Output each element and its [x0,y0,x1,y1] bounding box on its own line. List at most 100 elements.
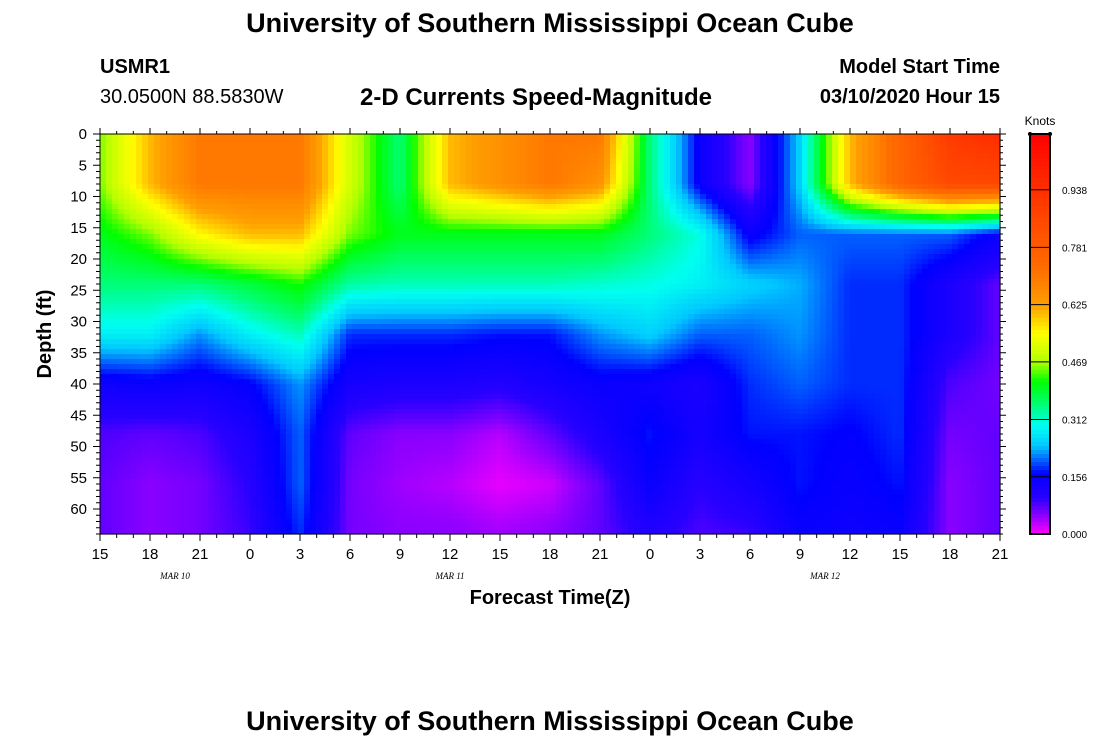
heatmap-cell [538,159,545,165]
heatmap-cell [958,199,965,205]
heatmap-cell [304,239,311,245]
heatmap-cell [466,214,473,220]
heatmap-cell [682,259,689,265]
heatmap-cell [886,174,893,180]
heatmap-cell [424,269,431,275]
heatmap-cell [952,149,959,155]
heatmap-cell [136,179,143,185]
heatmap-cell [766,189,773,195]
heatmap-cell [808,179,815,185]
heatmap-cell [736,254,743,260]
heatmap-cell [868,214,875,220]
heatmap-cell [460,144,467,150]
heatmap-cell [292,134,299,140]
heatmap-cell [268,269,275,275]
heatmap-cell [454,239,461,245]
heatmap-cell [424,179,431,185]
heatmap-cell [988,224,995,230]
heatmap-cell [142,279,149,285]
heatmap-cell [340,139,347,145]
heatmap-cell [796,289,803,295]
heatmap-cell [412,284,419,290]
heatmap-cell [436,289,443,295]
heatmap-cell [190,139,197,145]
heatmap-cell [256,169,263,175]
heatmap-cell [886,194,893,200]
heatmap-cell [436,209,443,215]
heatmap-cell [904,254,911,260]
heatmap-cell [148,274,155,280]
heatmap-cell [130,194,137,200]
heatmap-cell [448,189,455,195]
heatmap-cell [136,134,143,140]
heatmap-cell [466,294,473,300]
heatmap-cell [724,254,731,260]
heatmap-cell [796,174,803,180]
heatmap-cell [448,244,455,250]
heatmap-cell [574,279,581,285]
heatmap-cell [106,234,113,240]
heatmap-cell [532,174,539,180]
heatmap-cell [658,239,665,245]
heatmap-cell [250,219,257,225]
heatmap-cell [772,284,779,290]
heatmap-cell [454,219,461,225]
heatmap-cell [850,214,857,220]
heatmap-cell [292,274,299,280]
heatmap-cell [442,199,449,205]
heatmap-cell [526,239,533,245]
heatmap-cell [748,204,755,210]
heatmap-cell [514,149,521,155]
heatmap-cell [154,184,161,190]
heatmap-cell [706,184,713,190]
heatmap-cell [562,194,569,200]
heatmap-cell [520,294,527,300]
heatmap-cell [124,199,131,205]
heatmap-cell [958,239,965,245]
heatmap-cell [886,179,893,185]
heatmap-cell [202,264,209,270]
heatmap-cell [898,224,905,230]
heatmap-cell [562,179,569,185]
heatmap-cell [682,274,689,280]
heatmap-cell [124,194,131,200]
heatmap-cell [220,154,227,160]
heatmap-cell [400,264,407,270]
heatmap-cell [502,269,509,275]
heatmap-cell [850,184,857,190]
heatmap-cell [940,224,947,230]
heatmap-cell [370,224,377,230]
heatmap-cell [472,194,479,200]
heatmap-cell [208,134,215,140]
heatmap-cell [160,164,167,170]
heatmap-cell [976,154,983,160]
heatmap-cell [808,174,815,180]
heatmap-cell [238,294,245,300]
heatmap-cell [898,204,905,210]
heatmap-cell [382,244,389,250]
heatmap-cell [874,184,881,190]
heatmap-cell [178,269,185,275]
heatmap-cell [964,264,971,270]
heatmap-cell [370,254,377,260]
heatmap-cell [112,169,119,175]
heatmap-cell [490,269,497,275]
heatmap-cell [652,154,659,160]
heatmap-cell [790,219,797,225]
heatmap-cell [718,164,725,170]
heatmap-cell [892,164,899,170]
heatmap-cell [358,269,365,275]
heatmap-cell [700,259,707,265]
heatmap-cell [586,154,593,160]
heatmap-cell [226,234,233,240]
heatmap-cell [652,234,659,240]
heatmap-cell [844,214,851,220]
heatmap-cell [886,209,893,215]
heatmap-cell [634,254,641,260]
heatmap-cell [556,289,563,295]
heatmap-cell [334,264,341,270]
heatmap-cell [838,264,845,270]
heatmap-cell [412,249,419,255]
heatmap-cell [280,294,287,300]
heatmap-cell [658,184,665,190]
